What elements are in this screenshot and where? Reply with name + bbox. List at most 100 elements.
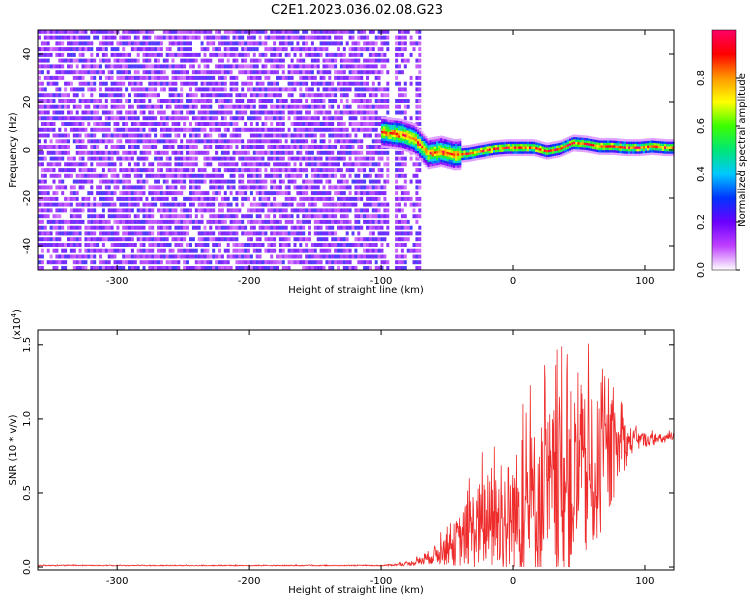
spectrogram-cell <box>139 87 143 92</box>
spectrogram-cell <box>377 237 381 242</box>
spectrogram-cell <box>101 58 105 63</box>
spectrogram-cell <box>264 231 268 236</box>
signal-cell <box>465 157 468 160</box>
spectrogram-cell <box>110 214 114 219</box>
spectrogram-cell <box>133 214 137 219</box>
signal-cell <box>387 145 390 149</box>
spectrogram-cell <box>93 139 97 144</box>
spectrogram-cell <box>58 41 62 46</box>
spectrogram-cell <box>380 87 384 92</box>
spectrogram-cell <box>261 29 265 34</box>
spectrogram-cell <box>157 81 160 86</box>
spectrogram-cell <box>264 196 268 201</box>
spectrogram-cell <box>69 35 73 40</box>
spectrogram-cell <box>128 162 131 167</box>
spectrogram-cell <box>128 93 131 98</box>
spectrogram-cell <box>49 156 53 161</box>
spectrogram-cell <box>145 196 149 201</box>
spectrogram-cell <box>238 139 242 144</box>
spectrogram-cell <box>334 145 338 149</box>
spectrogram-cell <box>281 75 285 80</box>
spectrogram-cell <box>331 93 335 98</box>
spectrogram-cell <box>119 191 123 196</box>
signal-cell <box>446 156 449 159</box>
spectrogram-cell <box>99 196 102 201</box>
spectrogram-cell <box>125 173 129 178</box>
spectrogram-cell <box>278 243 282 247</box>
spectrogram-cell <box>334 52 338 57</box>
spectrogram-cell <box>328 156 332 161</box>
spectrogram-cell <box>313 64 317 69</box>
signal-cell <box>480 145 483 148</box>
spectrogram-cell <box>46 81 50 86</box>
spectrogram-cell <box>368 225 372 230</box>
spectrogram-cell <box>171 196 175 201</box>
spectrogram-cell <box>191 139 195 144</box>
spectrogram-cell <box>191 75 195 80</box>
spectrogram-cell <box>49 122 53 126</box>
spectrogram-cell <box>255 260 259 265</box>
spectrogram-cell <box>194 139 198 144</box>
signal-cell <box>419 131 422 134</box>
spectrogram-cell <box>107 266 111 270</box>
spectrogram-cell <box>154 87 158 92</box>
spectrogram-cell <box>58 75 62 80</box>
spectrogram-cell <box>49 127 53 132</box>
spectrogram-cell <box>191 219 195 224</box>
spectrogram-cell <box>278 231 282 236</box>
spectrogram-cell <box>90 225 94 230</box>
spectrogram-cell <box>203 75 207 80</box>
signal-cell <box>423 155 426 158</box>
spectrogram-cell <box>215 266 219 270</box>
spectrogram-cell <box>69 202 73 207</box>
spectrogram-cell <box>238 127 242 132</box>
spectrogram-cell <box>128 133 131 138</box>
spectrogram-cell <box>177 225 181 230</box>
spectrogram-cell <box>194 133 198 138</box>
signal-cell <box>442 162 445 165</box>
spectrogram-cell <box>241 47 245 52</box>
spectrogram-cell <box>366 70 369 75</box>
spectrogram-cell <box>354 116 358 121</box>
spectrogram-cell <box>162 58 166 63</box>
spectrogram-cell <box>339 150 343 155</box>
spectrogram-cell <box>278 185 282 190</box>
spectrogram-cell <box>398 47 401 52</box>
spectrogram-cell <box>244 196 248 201</box>
spectrogram-cell <box>72 133 76 138</box>
spectrogram-cell <box>322 254 326 259</box>
signal-cell <box>440 152 443 155</box>
signal-cell <box>431 163 434 167</box>
spectrogram-cell <box>293 225 297 230</box>
spectrogram-cell <box>171 35 175 40</box>
spectrogram-cell <box>328 41 332 46</box>
spectrogram-cell <box>128 81 131 86</box>
spectrogram-cell <box>122 93 126 98</box>
spectrogram-cell <box>55 47 59 52</box>
spectrogram-cell <box>273 225 277 230</box>
spectrogram-cell <box>52 29 56 34</box>
spectrogram-cell <box>281 208 285 213</box>
spectrogram-cell <box>104 93 108 98</box>
spectrogram-cell <box>215 219 219 224</box>
spectrogram-cell <box>38 81 41 86</box>
spectrogram-cell <box>418 196 422 201</box>
spectrogram-cell <box>189 139 192 144</box>
spectrogram-cell <box>128 127 131 132</box>
spectrogram-cell <box>337 81 340 86</box>
spectrogram-cell <box>125 168 129 173</box>
spectrogram-cell <box>252 173 256 178</box>
signal-cell <box>383 121 386 124</box>
spectrogram-cell <box>55 156 59 161</box>
spectrogram-cell <box>122 266 126 270</box>
spectrogram-cell <box>69 116 73 121</box>
spectrogram-cell <box>406 104 410 109</box>
spectrogram-cell <box>325 179 329 184</box>
spectrogram-cell <box>61 104 65 109</box>
spectrogram-cell <box>348 145 352 149</box>
spectrogram-cell <box>223 93 227 98</box>
spectrogram-cell <box>252 64 256 69</box>
spectrogram-cell <box>380 168 384 173</box>
spectrogram-cell <box>125 52 129 57</box>
spectrogram-cell <box>212 139 216 144</box>
